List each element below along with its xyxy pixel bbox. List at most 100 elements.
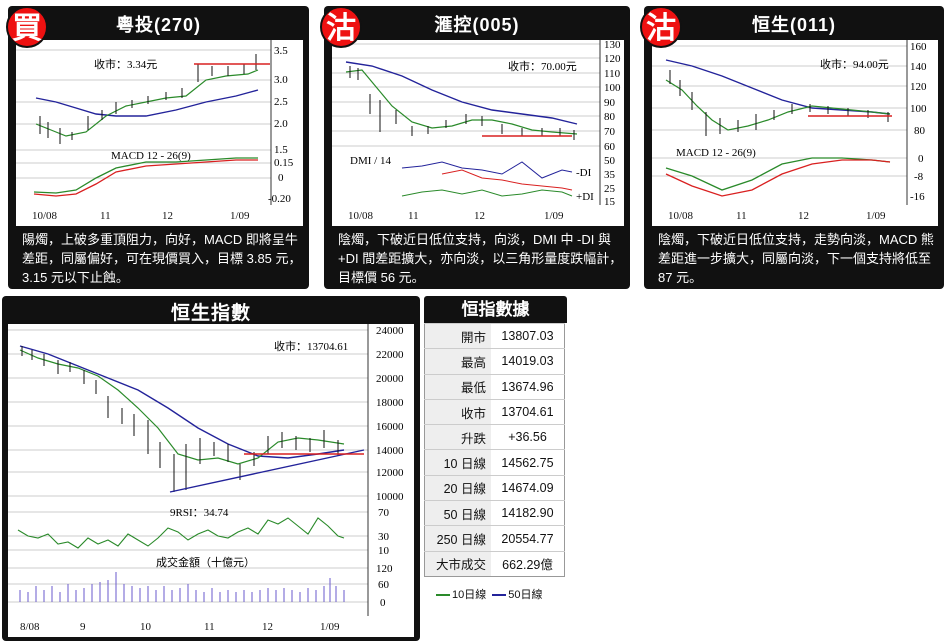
chart-area: 收市：70.00元 DMI / 14 -DI +DI 130 120 110 1… (332, 39, 624, 210)
yaxis-volume: 120 60 0 (376, 563, 393, 609)
legend-ma10: 10日線 (436, 586, 486, 602)
hsi-chart: 收市：13704.61 9RSI：34.74 成交金額（十億元） (8, 324, 404, 616)
ma10-line (345, 69, 578, 135)
hsi-data-table: 開市 13807.03 最高 14019.03 最低 13674.96 收市 13704… (424, 322, 565, 577)
svg-text:16000: 16000 (376, 421, 404, 433)
svg-text:120: 120 (604, 53, 621, 65)
yaxis-main: 24000 22000 20000 18000 16000 14000 1200… (376, 325, 404, 503)
svg-text:60: 60 (604, 141, 616, 153)
candles (349, 66, 575, 140)
svg-text:35: 35 (604, 169, 616, 181)
svg-text:-8: -8 (914, 171, 924, 183)
macd-signal-line (33, 159, 258, 197)
svg-text:1.5: 1.5 (274, 144, 288, 156)
trend-line (169, 449, 365, 493)
rsi-line (17, 517, 345, 549)
stock-chart-005: 收市：70.00元 DMI / 14 -DI +DI 130 120 110 1… (332, 39, 621, 208)
ma50-line (19, 345, 345, 459)
svg-text:0: 0 (278, 172, 284, 184)
svg-text:15: 15 (604, 196, 616, 208)
plus-di-line (401, 189, 573, 197)
table-row: 開市 13807.03 (424, 322, 565, 349)
panel-title: 滙控(005) (434, 15, 520, 35)
badge-buy: 買 (6, 6, 48, 48)
svg-text:110: 110 (604, 68, 621, 80)
dmi-label: DMI / 14 (350, 155, 391, 167)
svg-text:70: 70 (378, 507, 390, 519)
ma10-line (35, 69, 259, 137)
volume-bars (19, 572, 345, 602)
panel-title: 恒生(011) (751, 15, 837, 35)
table-row: 250 日線 20554.77 (424, 525, 565, 552)
panel-hsi: 恒生指數 (2, 296, 420, 641)
svg-text:25: 25 (604, 183, 616, 195)
hsi-title: 恒生指數 (170, 303, 251, 324)
ma10-line (665, 79, 891, 131)
xaxis-labels: 10/08 11 12 1/09 (16, 210, 303, 226)
svg-text:3.0: 3.0 (274, 74, 288, 86)
svg-text:80: 80 (914, 125, 926, 137)
svg-text:120: 120 (910, 81, 927, 93)
xaxis-labels: 10/08 11 12 1/09 (652, 210, 938, 226)
ma50-line (35, 89, 259, 117)
yaxis-main: 160 140 120 100 80 (910, 41, 927, 137)
svg-text:2.5: 2.5 (274, 96, 288, 108)
candles (669, 70, 889, 136)
macd-line (33, 157, 258, 194)
svg-text:100: 100 (910, 103, 927, 115)
svg-text:14000: 14000 (376, 445, 404, 457)
macd-line (665, 157, 891, 191)
candles (39, 54, 257, 144)
svg-text:18000: 18000 (376, 397, 404, 409)
table-row: 10 日線 14562.75 (424, 449, 565, 476)
yaxis-main: 130 120 110 100 90 80 70 60 (604, 39, 621, 153)
ma-legend: 10日線 50日線 (436, 586, 543, 602)
yaxis-main: 3.5 3.0 2.5 2.0 1.5 (274, 45, 288, 156)
yaxis-indicator: 0 -8 -16 (910, 153, 925, 203)
yaxis-rsi: 70 30 10 (378, 507, 390, 557)
table-row: 收市 13704.61 (424, 398, 565, 425)
svg-text:120: 120 (376, 563, 393, 575)
svg-text:100: 100 (604, 82, 621, 94)
table-row: 最低 13674.96 (424, 373, 565, 400)
table-row: 50 日線 14182.90 (424, 500, 565, 526)
svg-text:80: 80 (604, 111, 616, 123)
table-row: 升跌 +36.56 (424, 424, 565, 450)
close-label: 收市：13704.61 (274, 339, 348, 353)
table-row: 最高 14019.03 (424, 348, 565, 375)
panel-270: 粵投(270) 收市：3.34元 (8, 6, 309, 289)
close-label: 收市：94.00元 (820, 57, 889, 71)
description: 陽燭，上破多重頂阻力，向好，MACD 即將呈牛差距，同屬偏好，可在現價買入，目標… (22, 232, 302, 285)
svg-text:-0.20: -0.20 (268, 193, 291, 205)
stock-chart-270: 收市：3.34元 MACD 12 - 26(9) 3.5 3.0 2.5 2.0… (16, 40, 294, 205)
description: 陰燭，下破近日低位支持，走勢向淡，MACD 熊差距進一步擴大，同屬向淡，下一個支… (658, 232, 934, 285)
volume-label: 成交金額（十億元） (156, 555, 255, 569)
adx-line (441, 169, 573, 191)
svg-text:30: 30 (378, 531, 390, 543)
svg-text:160: 160 (910, 41, 927, 53)
svg-text:10000: 10000 (376, 491, 404, 503)
ma10-line (19, 349, 345, 465)
panel-011: 恒生(011) 收市：94.00元 MACD 12 (644, 6, 944, 289)
close-label: 收市：70.00元 (508, 59, 577, 73)
description: 陰燭，下破近日低位支持，向淡，DMI 中 -DI 與 +DI 間差距擴大，亦向淡… (338, 232, 623, 285)
svg-text:70: 70 (604, 126, 616, 138)
badge-sell: 沽 (640, 6, 682, 48)
panel-005: 滙控(005) 收市：70.00元 (324, 6, 630, 289)
close-label: 收市：3.34元 (94, 57, 157, 71)
hsi-chart-area: 收市：13704.61 9RSI：34.74 成交金額（十億元） (8, 324, 414, 619)
svg-text:10: 10 (378, 545, 390, 557)
svg-text:0.15: 0.15 (274, 157, 294, 169)
svg-text:2.0: 2.0 (274, 118, 288, 130)
plus-di-label: +DI (576, 191, 594, 203)
chart-area: 收市：3.34元 MACD 12 - 26(9) 3.5 3.0 2.5 2.0… (16, 40, 303, 210)
svg-text:60: 60 (378, 579, 390, 591)
svg-text:12000: 12000 (376, 467, 404, 479)
svg-text:130: 130 (604, 40, 621, 51)
table-row: 20 日線 14674.09 (424, 474, 565, 501)
svg-text:90: 90 (604, 97, 616, 109)
legend-ma50: 50日線 (492, 586, 543, 602)
svg-text:0: 0 (380, 597, 386, 609)
yaxis-indicator: 0.15 0 -0.20 (268, 157, 294, 205)
yaxis-indicator: 50 35 25 15 (604, 155, 616, 208)
